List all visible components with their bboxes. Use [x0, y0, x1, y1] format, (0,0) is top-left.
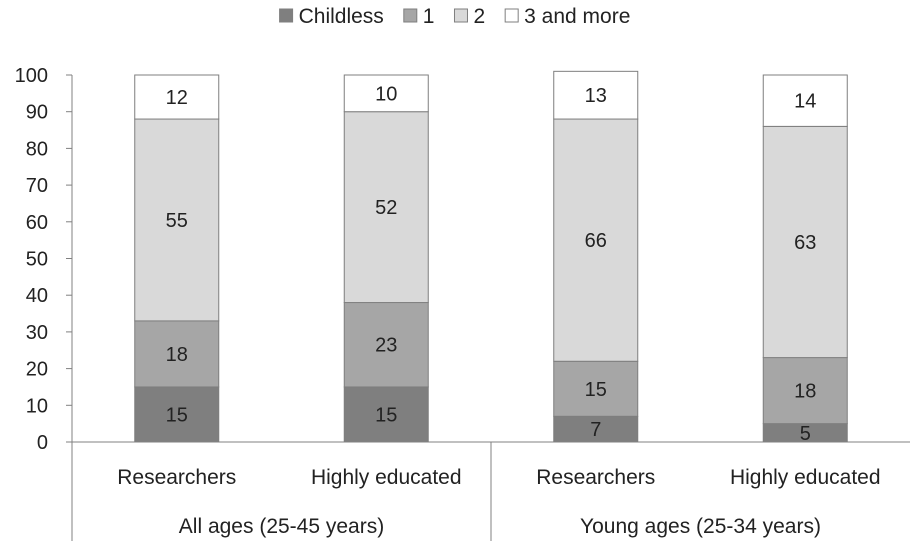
y-tick-label: 90	[26, 102, 48, 124]
group-label: All ages (25-45 years)	[179, 515, 384, 538]
data-label: 55	[166, 210, 188, 232]
legend-swatch	[504, 8, 519, 23]
bar-segment	[553, 360, 639, 417]
data-label: 5	[800, 423, 811, 445]
legend-swatch	[453, 8, 468, 23]
legend-label: 3 and more	[524, 5, 630, 28]
data-label: 23	[375, 335, 397, 357]
y-tick-label: 80	[26, 138, 48, 160]
bar-segment	[343, 74, 429, 113]
data-label: 10	[375, 83, 397, 105]
y-tick-label: 10	[26, 395, 48, 417]
bar-segment	[134, 386, 220, 443]
y-tick-label: 100	[15, 65, 48, 87]
y-tick-label: 50	[26, 249, 48, 271]
y-tick-label: 20	[26, 359, 48, 381]
data-label: 14	[794, 91, 816, 113]
bar-segment	[343, 302, 429, 388]
data-label: 12	[166, 87, 188, 109]
category-label: Researchers	[536, 466, 655, 489]
group-label: Young ages (25-34 years)	[580, 515, 821, 538]
legend-label: 2	[473, 5, 485, 28]
data-label: 15	[375, 404, 397, 426]
legend-swatch	[279, 8, 294, 23]
data-label: 18	[166, 344, 188, 366]
data-label: 13	[585, 85, 607, 107]
data-label: 52	[375, 197, 397, 219]
data-label: 63	[794, 232, 816, 254]
bar-segment	[134, 74, 220, 120]
data-label: 15	[166, 404, 188, 426]
y-tick-label: 0	[37, 432, 48, 454]
legend-swatch	[403, 8, 418, 23]
bar-segment	[762, 125, 848, 359]
y-tick-label: 70	[26, 175, 48, 197]
y-tick-label: 30	[26, 322, 48, 344]
legend-label: Childless	[299, 5, 384, 28]
data-label: 18	[794, 381, 816, 403]
category-label: Highly educated	[730, 466, 881, 489]
bar-segment	[762, 74, 848, 127]
category-label: Researchers	[117, 466, 236, 489]
y-tick-label: 60	[26, 212, 48, 234]
bar-segment	[553, 70, 639, 120]
data-label: 15	[585, 379, 607, 401]
legend-label: 1	[423, 5, 435, 28]
bar-segment	[343, 111, 429, 304]
bar-segment	[553, 118, 639, 362]
category-label: Highly educated	[311, 466, 462, 489]
data-label: 66	[585, 230, 607, 252]
y-tick-label: 40	[26, 285, 48, 307]
data-label: 7	[590, 419, 601, 441]
